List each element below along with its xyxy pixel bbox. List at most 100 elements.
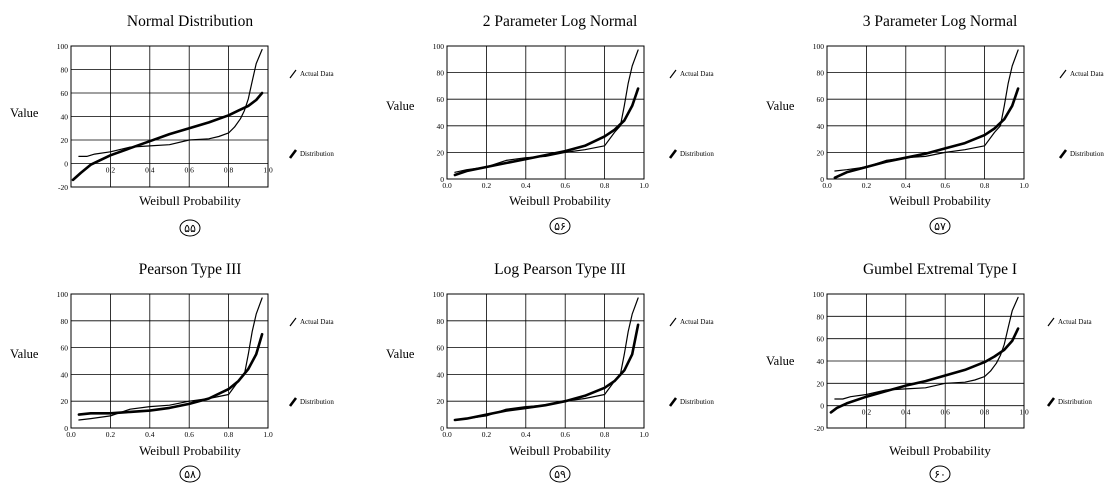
x-tick-label: 0.6 [941, 181, 951, 190]
chart-panel-5: Log Pearson Type III 0 20 40 60 80 100 0.0 0.2 0.… [386, 261, 715, 483]
y-tick-label: 20 [437, 148, 445, 157]
chart-title: 2 Parameter Log Normal [483, 13, 638, 30]
legend-swatch [289, 317, 297, 327]
y-tick-label: 100 [57, 290, 69, 299]
y-tick-label: 60 [437, 344, 445, 353]
x-axis-label: Weibull Probability [139, 193, 241, 208]
x-tick-label: 0.8 [980, 408, 990, 417]
y-axis-label: Value [766, 99, 795, 113]
figure-number-circle [179, 219, 201, 237]
series-line-actual-data [78, 48, 263, 157]
figure-number: ۶۰ [934, 469, 946, 481]
chart-panel-2: 2 Parameter Log Normal 0 20 40 60 80 100 0.0 0.2… [386, 13, 715, 235]
x-tick-label: 0.4 [145, 430, 155, 439]
y-tick-label: 60 [817, 95, 825, 104]
x-tick-label: 0.4 [901, 408, 911, 417]
chart-title: Gumbel Extremal Type I [863, 261, 1017, 278]
legend-label: Actual Data [680, 318, 715, 326]
legend-label: Distribution [1070, 150, 1104, 158]
plot-frame [70, 45, 269, 188]
x-tick-label: 0.2 [106, 430, 116, 439]
y-axis-label: Value [386, 99, 415, 113]
y-tick-label: 20 [817, 148, 825, 157]
x-tick-label: 0.8 [224, 430, 234, 439]
legend-swatch [1047, 317, 1055, 327]
x-tick-label: 0.6 [185, 430, 195, 439]
x-axis-label: Weibull Probability [889, 193, 991, 208]
y-axis-label: Value [766, 354, 795, 368]
y-tick-label: 40 [817, 357, 825, 366]
chart-panel-3: 3 Parameter Log Normal 0 20 40 60 80 100 0.0 0.2… [766, 13, 1105, 235]
x-tick-label: 0.4 [521, 430, 531, 439]
figure-number: ۵۷ [934, 221, 946, 233]
legend-swatch [668, 397, 678, 407]
x-axis-label: Weibull Probability [139, 443, 241, 458]
x-tick-label: 1.0 [1019, 181, 1029, 190]
legend-label: Actual Data [300, 318, 335, 326]
x-tick-label: 0.8 [224, 166, 234, 175]
y-tick-label: 40 [61, 113, 69, 122]
y-tick-label: 60 [61, 89, 69, 98]
chart-title: Pearson Type III [139, 261, 242, 278]
plot-frame [70, 293, 269, 429]
y-tick-label: 100 [433, 42, 445, 51]
x-tick-label: 0.0 [442, 430, 452, 439]
series-line-actual-data [78, 297, 263, 421]
y-tick-label: 60 [61, 344, 69, 353]
figure-number: ۵۶ [554, 221, 566, 233]
legend-label: Distribution [1058, 398, 1092, 406]
chart-title: Log Pearson Type III [494, 261, 626, 278]
y-tick-label: 80 [437, 317, 445, 326]
legend-swatch [668, 149, 678, 159]
y-tick-label: 20 [61, 397, 69, 406]
figure-number-circle [179, 465, 201, 483]
y-tick-label: 80 [437, 69, 445, 78]
figure-number-circle [549, 465, 571, 483]
y-axis-label: Value [10, 106, 39, 120]
y-tick-label: 60 [817, 335, 825, 344]
figure-number: ۵۹ [554, 469, 566, 481]
legend-swatch [288, 149, 298, 159]
x-tick-label: 0.6 [561, 430, 571, 439]
y-tick-label: 60 [437, 95, 445, 104]
x-tick-label: 1.0 [263, 430, 273, 439]
y-tick-label: 100 [57, 42, 69, 51]
chart-title: Normal Distribution [127, 13, 253, 30]
x-tick-label: 0.6 [941, 408, 951, 417]
y-tick-label: 20 [61, 136, 69, 145]
series-line-actual-data [834, 296, 1019, 400]
chart-panel-4: Pearson Type III 0 20 40 60 80 100 0.0 0.2 0.4 0.6… [10, 261, 335, 483]
x-tick-label: 1.0 [263, 166, 273, 175]
y-tick-label: 80 [817, 69, 825, 78]
x-tick-label: 0.4 [145, 166, 155, 175]
x-tick-label: 0.8 [600, 430, 610, 439]
series-line-distribution [453, 87, 640, 177]
x-tick-label: 1.0 [639, 181, 649, 190]
legend-swatch [1059, 69, 1067, 79]
y-tick-label: 0 [440, 424, 444, 433]
series-line-distribution [833, 87, 1020, 179]
x-axis-label: Weibull Probability [509, 193, 611, 208]
y-tick-label: 0 [64, 160, 68, 169]
y-tick-label: 0 [440, 175, 444, 184]
figure-number: ۵۵ [184, 223, 196, 235]
legend-swatch [669, 317, 677, 327]
series-line-actual-data [454, 297, 639, 421]
x-axis-label: Weibull Probability [509, 443, 611, 458]
legend-label: Actual Data [680, 70, 715, 78]
legend-swatch [669, 69, 677, 79]
figure-number-circle [549, 217, 571, 235]
figure-number: ۵۸ [184, 469, 196, 481]
x-tick-label: 0.0 [442, 181, 452, 190]
legend-label: Distribution [680, 398, 714, 406]
x-tick-label: 0.2 [106, 166, 116, 175]
x-tick-label: 0.6 [185, 166, 195, 175]
x-tick-label: 0.6 [561, 181, 571, 190]
chart-panel-1: Normal Distribution -20 0 20 40 60 80 100 0.2 0.4… [10, 13, 335, 237]
legend-label: Actual Data [1070, 70, 1105, 78]
legend-label: Actual Data [1058, 318, 1093, 326]
figure-number-circle [929, 217, 951, 235]
legend-label: Actual Data [300, 70, 335, 78]
series-line-distribution [77, 332, 264, 416]
y-axis-label: Value [10, 347, 39, 361]
